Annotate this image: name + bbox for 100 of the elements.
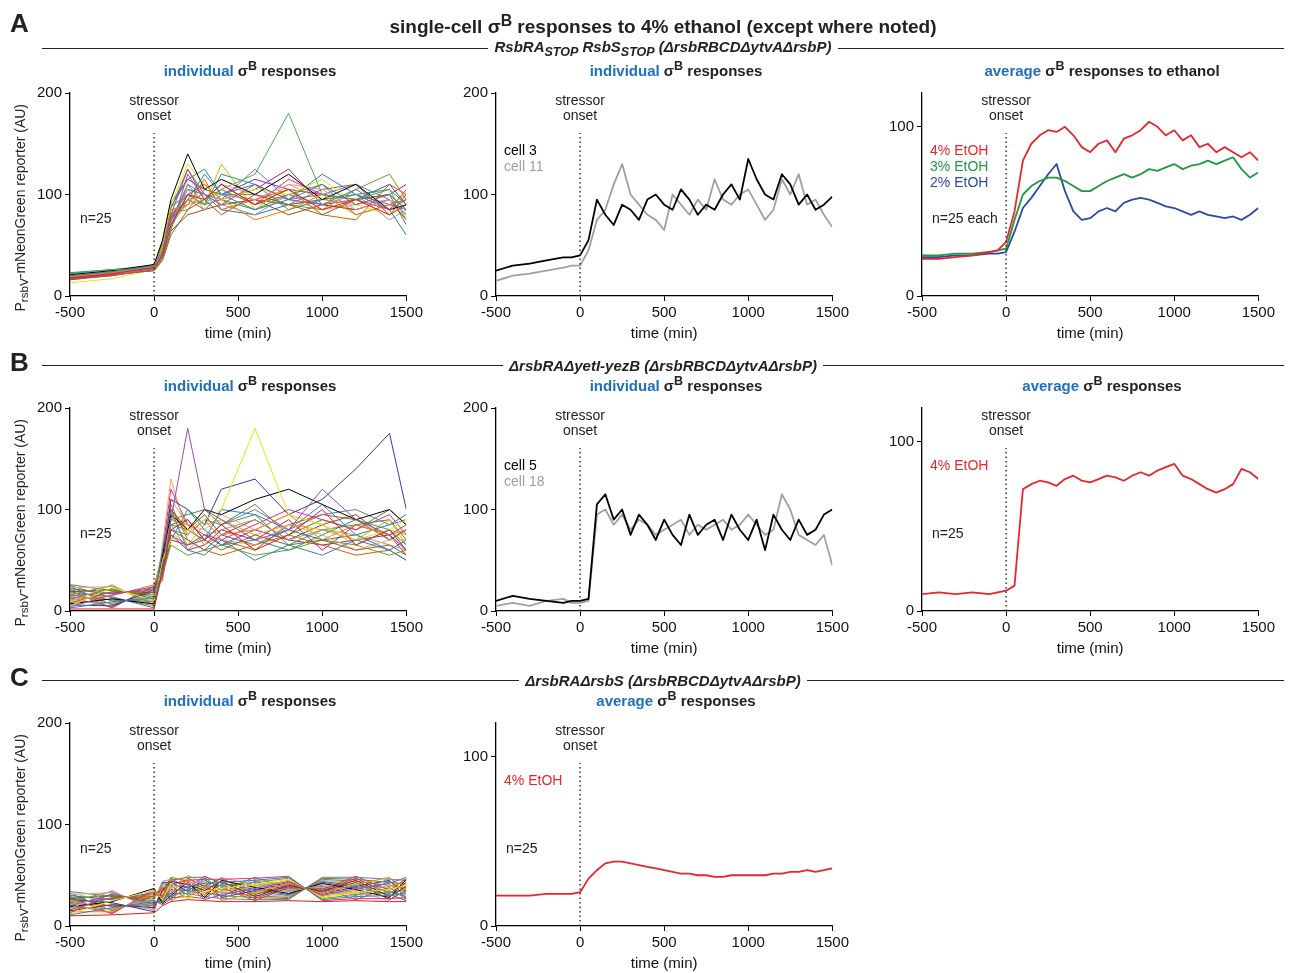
- x-tick-label: 500: [225, 933, 251, 951]
- x-tick-label: 500: [225, 303, 251, 321]
- chart-title: individual σ$^{B}$ responses: [163, 374, 337, 395]
- x-tick-label: 1000: [305, 933, 339, 951]
- x-tick-label: 0: [575, 618, 585, 636]
- text: ΔrsbRAΔrsbS (ΔrsbRBCDΔytvAΔrsbP): [525, 672, 801, 690]
- x-tick-label: 500: [651, 618, 677, 636]
- x-tick-label: 1500: [1241, 618, 1275, 636]
- y-tick-label: 200: [463, 83, 489, 101]
- ref-line-label: stressor onset: [555, 92, 606, 124]
- text: 3% EtOH: [930, 158, 989, 175]
- x-tick-label: 1000: [731, 618, 765, 636]
- ref-line-label: stressor onset: [129, 722, 180, 754]
- y-tick-label: 0: [53, 286, 63, 304]
- text: cell 5: [504, 457, 537, 474]
- x-tick-label: 0: [575, 303, 585, 321]
- x-tick-label: 1500: [389, 303, 423, 321]
- x-axis-title: time (min): [1056, 639, 1124, 657]
- x-tick-label: 1500: [389, 933, 423, 951]
- ref-line-label: stressor onset: [555, 407, 606, 439]
- x-tick-label: -500: [481, 618, 512, 636]
- annotation: n=25: [80, 525, 112, 542]
- chart-title: individual σ$^{B}$ responses: [589, 374, 763, 395]
- x-tick-label: 0: [1001, 618, 1011, 636]
- y-tick-label: 200: [463, 398, 489, 416]
- x-tick-label: 1000: [731, 303, 765, 321]
- text: RsbRA$_{STOP}$ RsbS$_{STOP}$ (ΔrsbRBCDΔytvAΔrsbP): [494, 38, 832, 60]
- text: 2% EtOH: [930, 174, 989, 191]
- x-tick-label: 1500: [815, 933, 849, 951]
- y-tick-label: 0: [53, 601, 63, 619]
- x-tick-label: 1000: [731, 933, 765, 951]
- x-axis-title: time (min): [204, 324, 272, 342]
- ref-line-label: stressor onset: [129, 92, 180, 124]
- text: 4% EtOH: [930, 457, 989, 474]
- chart-title: average σ$^{B}$ responses: [596, 689, 756, 710]
- x-axis-title: time (min): [630, 639, 698, 657]
- text: 4% EtOH: [504, 772, 563, 789]
- ref-line-label: stressor onset: [981, 92, 1032, 124]
- text: 4% EtOH: [930, 142, 989, 159]
- text: B: [10, 347, 29, 379]
- chart-title: average σ$^{B}$ responses to ethanol: [984, 59, 1220, 80]
- x-tick-label: -500: [907, 303, 938, 321]
- x-tick-label: 0: [1001, 303, 1011, 321]
- x-tick-label: 1000: [1157, 618, 1191, 636]
- x-tick-label: 0: [575, 933, 585, 951]
- chart-title: individual σ$^{B}$ responses: [163, 689, 337, 710]
- y-tick-label: 200: [37, 83, 63, 101]
- annotation: n=25: [932, 525, 964, 542]
- x-axis-title: time (min): [1056, 324, 1124, 342]
- y-tick-label: 100: [463, 184, 489, 202]
- x-tick-label: 500: [225, 618, 251, 636]
- annotation: n=25 each: [932, 210, 998, 227]
- text: cell 18: [504, 473, 545, 490]
- y-tick-label: 0: [905, 286, 915, 304]
- ref-line-label: stressor onset: [981, 407, 1032, 439]
- x-axis-title: time (min): [204, 954, 272, 972]
- text: C: [10, 662, 29, 694]
- y-tick-label: 0: [53, 916, 63, 934]
- ref-line-label: stressor onset: [555, 722, 606, 754]
- y-tick-label: 0: [905, 601, 915, 619]
- chart-title: individual σ$^{B}$ responses: [163, 59, 337, 80]
- y-tick-label: 0: [479, 601, 489, 619]
- x-tick-label: 1500: [815, 303, 849, 321]
- y-tick-label: 100: [463, 747, 489, 765]
- x-tick-label: -500: [481, 303, 512, 321]
- text: cell 3: [504, 142, 537, 159]
- x-tick-label: 500: [651, 303, 677, 321]
- y-tick-label: 200: [37, 713, 63, 731]
- x-tick-label: 0: [149, 618, 159, 636]
- x-tick-label: -500: [55, 933, 86, 951]
- y-tick-label: 100: [37, 814, 63, 832]
- y-tick-label: 0: [479, 286, 489, 304]
- chart-title: average σ$^{B}$ responses: [1022, 374, 1182, 395]
- y-tick-label: 100: [37, 499, 63, 517]
- y-tick-label: 100: [37, 184, 63, 202]
- x-tick-label: 1500: [815, 618, 849, 636]
- text: single-cell σ$^{B}$ responses to 4% ethanol (except where noted): [388, 11, 938, 39]
- x-tick-label: 1000: [305, 303, 339, 321]
- annotation: n=25: [80, 210, 112, 227]
- annotation: n=25: [506, 840, 538, 857]
- x-tick-label: -500: [55, 618, 86, 636]
- annotation: n=25: [80, 840, 112, 857]
- y-tick-label: 200: [37, 398, 63, 416]
- x-axis-title: time (min): [630, 954, 698, 972]
- x-tick-label: 1000: [305, 618, 339, 636]
- x-tick-label: 500: [1077, 618, 1103, 636]
- text: cell 11: [504, 158, 544, 175]
- x-axis-title: time (min): [630, 324, 698, 342]
- x-tick-label: 0: [149, 303, 159, 321]
- chart-title: individual σ$^{B}$ responses: [589, 59, 763, 80]
- x-tick-label: 0: [149, 933, 159, 951]
- y-tick-label: 0: [479, 916, 489, 934]
- x-tick-label: 1500: [389, 618, 423, 636]
- text: ΔrsbRAΔyetI-yezB (ΔrsbRBCDΔytvAΔrsbP): [509, 357, 817, 375]
- x-tick-label: 1500: [1241, 303, 1275, 321]
- ref-line-label: stressor onset: [129, 407, 180, 439]
- x-axis-title: time (min): [204, 639, 272, 657]
- text: A: [10, 8, 29, 39]
- y-tick-label: 100: [463, 499, 489, 517]
- x-tick-label: 500: [1077, 303, 1103, 321]
